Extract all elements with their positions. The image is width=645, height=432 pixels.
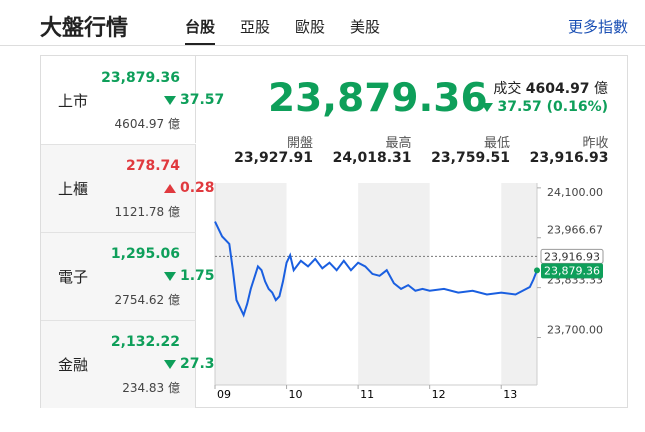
- index-name: 電子: [58, 268, 89, 286]
- x-tick-label: 11: [360, 388, 374, 401]
- volume-unit: 億: [594, 81, 608, 97]
- more-link[interactable]: 更多指數: [567, 18, 628, 36]
- reference-label: 23,916.93: [544, 250, 600, 263]
- index-price: 2,132.22: [110, 334, 180, 350]
- index-price: 1,295.06: [110, 246, 180, 262]
- tab[interactable]: 台股: [185, 16, 216, 45]
- stat-value: 23,916.93: [529, 150, 609, 166]
- y-tick-label: 24,100.00: [547, 186, 603, 199]
- change-text: 1.75: [180, 268, 215, 284]
- x-tick-label: 13: [503, 388, 517, 401]
- index-volume: 234.83 億: [122, 381, 180, 395]
- tab[interactable]: 美股: [350, 18, 381, 36]
- volume-label: 成交: [493, 81, 522, 97]
- x-tick-label: 12: [432, 388, 446, 401]
- index-change: 0.28: [164, 180, 215, 196]
- title: 大盤行情: [40, 16, 129, 41]
- change-text: 27.33: [180, 356, 225, 372]
- index-change: 1.75: [164, 268, 215, 284]
- stat-label: 最高: [385, 136, 412, 151]
- index-volume: 1121.78 億: [114, 205, 180, 219]
- y-tick-label: 23,966.67: [547, 224, 603, 237]
- change: 37.57 (0.16%): [481, 99, 608, 115]
- last-label: 23,879.36: [544, 264, 600, 277]
- stat-label: 昨收: [582, 136, 609, 151]
- volume: 成交 4604.97 億: [493, 78, 608, 98]
- stat-label: 開盤: [286, 136, 313, 151]
- index-volume: 2754.62 億: [114, 293, 180, 307]
- stat-value: 24,018.31: [332, 150, 412, 166]
- last-point: [534, 267, 540, 274]
- price-line: [214, 221, 538, 318]
- x-tick-label: 10: [289, 388, 303, 401]
- arrow: [164, 183, 176, 193]
- reference-tag: [540, 248, 604, 264]
- x-tick-label: 09: [217, 388, 231, 401]
- volume-value: 4604.97: [525, 81, 590, 97]
- stat-value: 23,759.51: [431, 150, 510, 166]
- last-tag: [541, 263, 603, 279]
- divider: [0, 45, 645, 46]
- index-name: 上市: [58, 92, 89, 110]
- band: [215, 183, 287, 385]
- index-name: 上櫃: [58, 180, 89, 198]
- change-text: 37.57 (0.16%): [497, 99, 608, 115]
- arrow: [164, 359, 176, 369]
- arrow: [481, 102, 494, 112]
- tab[interactable]: 亞股: [240, 18, 271, 36]
- stat-label: 最低: [483, 136, 510, 151]
- arrow: [164, 271, 176, 281]
- index-change: 37.57: [164, 92, 224, 108]
- index-change: 27.33: [164, 356, 224, 372]
- arrow: [164, 95, 176, 105]
- index-name: 金融: [58, 356, 89, 374]
- y-tick-label: 23,700.00: [547, 324, 603, 337]
- index-price: 23,879.36: [101, 70, 180, 86]
- index-price: 278.74: [125, 158, 180, 174]
- change-text: 0.28: [180, 180, 215, 196]
- panel: [40, 55, 628, 408]
- price: 23,879.36: [268, 76, 488, 121]
- tab[interactable]: 歐股: [295, 18, 326, 36]
- index-volume: 4604.97 億: [114, 117, 180, 131]
- change-text: 37.57: [180, 92, 225, 108]
- stat-value: 23,927.91: [234, 150, 313, 166]
